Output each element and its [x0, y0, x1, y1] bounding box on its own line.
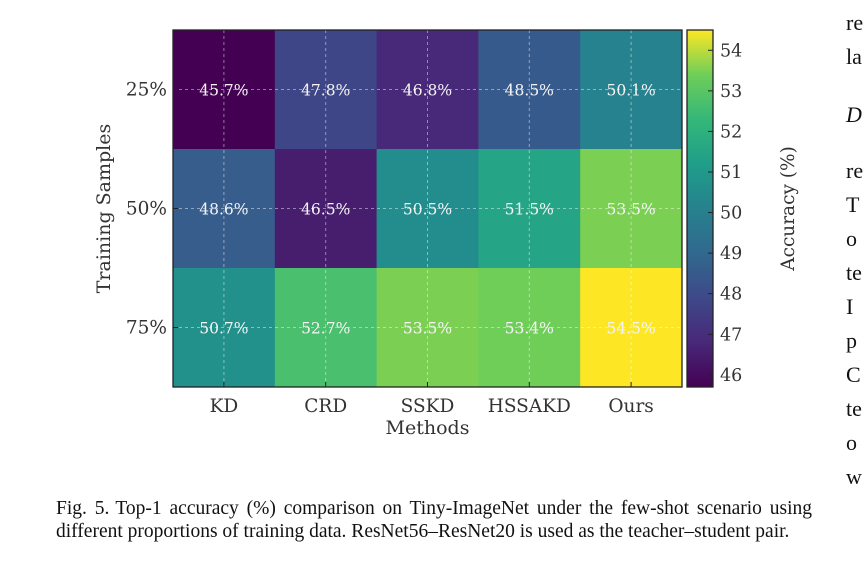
cell-value-label: 53.5% [403, 320, 452, 338]
heatmap-cell [478, 149, 581, 269]
adjacent-text-fragment: C [846, 362, 861, 387]
cell-value-label: 50.1% [606, 82, 655, 100]
y-tick-label: 25% [126, 80, 167, 101]
cell-value-label: 54.5% [606, 320, 655, 338]
adjacent-text-fragment: o [846, 430, 857, 455]
colorbar-label: Accuracy (%) [778, 146, 799, 272]
y-axis-label: Training Samples [93, 124, 115, 294]
cell-labels: 45.7% 47.8% 46.8% 48.5% 50.1% 48.6% 46.5% 50.5%… [199, 82, 655, 338]
x-tick-label: SSKD [401, 396, 455, 417]
x-axis-label: Methods [386, 417, 470, 439]
heatmap-cell [376, 268, 479, 388]
x-tick-label: HSSAKD [488, 396, 571, 417]
colorbar-tick-label: 53 [720, 82, 742, 102]
adjacent-text-fragment: re [846, 158, 864, 183]
cell-value-label: 50.5% [403, 201, 452, 219]
heatmap-cell [580, 30, 683, 150]
heatmap-cell [173, 268, 276, 388]
heatmap-cell [580, 149, 683, 269]
caption-text: Top-1 accuracy (%) comparison on Tiny-Im… [56, 498, 813, 542]
adjacent-text-fragment: D [846, 102, 862, 127]
adjacent-text-fragment: te [846, 396, 862, 421]
cell-value-label: 48.6% [199, 201, 248, 219]
heatmap-cell [580, 268, 683, 388]
cell-value-label: 47.8% [301, 82, 350, 100]
colorbar-tick-label: 48 [720, 285, 742, 305]
cell-value-label: 52.7% [301, 320, 350, 338]
colorbar-tick-label: 46 [720, 366, 742, 386]
colorbar-tick-label: 50 [720, 204, 742, 224]
heatmap-cell [478, 268, 581, 388]
y-tick-label: 75% [126, 318, 167, 339]
heatmap-cell [274, 149, 378, 269]
adjacent-text-fragment: la [846, 44, 862, 69]
adjacent-text-fragment: te [846, 260, 862, 285]
adjacent-text-fragment: p [846, 328, 857, 353]
heatmap-cell [173, 30, 276, 150]
colorbar-gradient [686, 29, 714, 388]
heatmap-cell [376, 30, 479, 150]
adjacent-text-fragment: w [846, 464, 862, 489]
heatmap-cell [478, 30, 581, 150]
colorbar: 46 47 48 49 50 51 52 53 54 Accuracy (%) [686, 29, 799, 388]
heatmap-cells [173, 30, 683, 388]
cell-value-label: 45.7% [199, 82, 248, 100]
colorbar-tick-label: 51 [720, 163, 742, 183]
colorbar-ticks: 46 47 48 49 50 51 52 53 54 [708, 41, 742, 386]
cell-value-label: 46.8% [403, 82, 452, 100]
colorbar-tick-label: 47 [720, 325, 742, 345]
x-tick-label: KD [210, 396, 239, 417]
x-tick-label: CRD [304, 396, 347, 417]
adjacent-text-fragment: I [846, 294, 854, 319]
cell-value-label: 51.5% [505, 201, 554, 219]
heatmap-cell [274, 268, 378, 388]
x-axis-ticks: KD CRD SSKD HSSAKD Ours [210, 382, 654, 417]
cell-value-label: 53.4% [505, 320, 554, 338]
heatmap-cell [173, 149, 276, 269]
cell-value-label: 53.5% [606, 201, 655, 219]
cell-value-label: 46.5% [301, 201, 350, 219]
adjacent-text-fragment: o [846, 226, 857, 251]
caption-label: Fig. 5. [56, 498, 110, 519]
cell-value-label: 50.7% [199, 320, 248, 338]
colorbar-tick-label: 54 [720, 41, 742, 61]
cell-value-label: 48.5% [505, 82, 554, 100]
heatmap-cell [376, 149, 479, 269]
y-tick-label: 50% [126, 199, 167, 220]
adjacent-text-fragment: T [846, 192, 860, 217]
figure-caption: Fig. 5. Top-1 accuracy (%) comparison on … [56, 497, 812, 543]
x-tick-label: Ours [608, 396, 653, 417]
colorbar-tick-label: 49 [720, 244, 742, 264]
colorbar-tick-label: 52 [720, 122, 742, 142]
adjacent-text-fragment: re [846, 10, 864, 35]
heatmap-cell [274, 30, 378, 150]
gridlines [173, 30, 682, 387]
y-axis-ticks: 25% 50% 75% [126, 80, 178, 339]
